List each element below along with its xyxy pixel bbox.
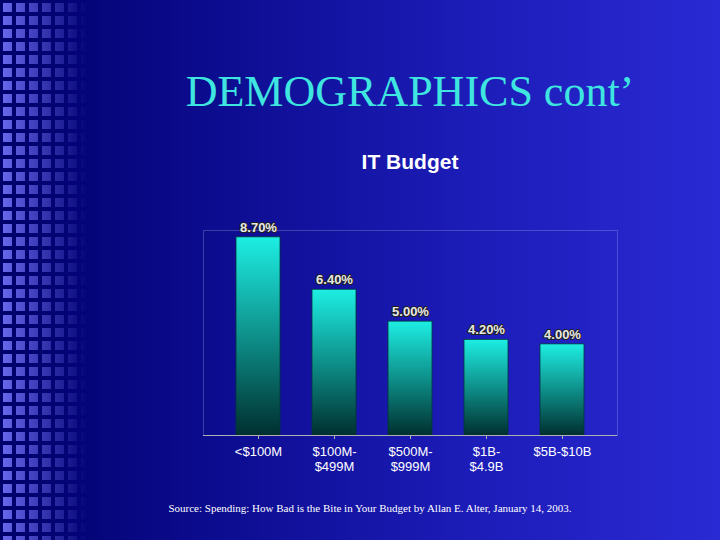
svg-text:4.00%: 4.00% xyxy=(544,327,581,342)
svg-text:5.00%: 5.00% xyxy=(392,304,429,319)
svg-text:<$100M: <$100M xyxy=(235,444,282,459)
svg-text:4.20%: 4.20% xyxy=(468,322,505,337)
html-text:IT Budget: IT Budget xyxy=(361,150,459,173)
svg-text:$5B-$10B: $5B-$10B xyxy=(534,444,592,459)
svg-text:8.70%: 8.70% xyxy=(240,219,277,234)
html-text:DEMOGRAPHICS cont’: DEMOGRAPHICS cont’ xyxy=(185,67,635,116)
svg-text:$500M-$999M: $500M-$999M xyxy=(388,444,432,474)
svg-text:6.40%: 6.40% xyxy=(316,272,353,287)
html-text:Source: Spending: How Bad is t: Source: Spending: How Bad is the Bite in… xyxy=(168,502,572,514)
svg-text:$1B-$4.9B: $1B-$4.9B xyxy=(470,444,504,474)
svg-text:$100M-$499M: $100M-$499M xyxy=(312,444,356,474)
